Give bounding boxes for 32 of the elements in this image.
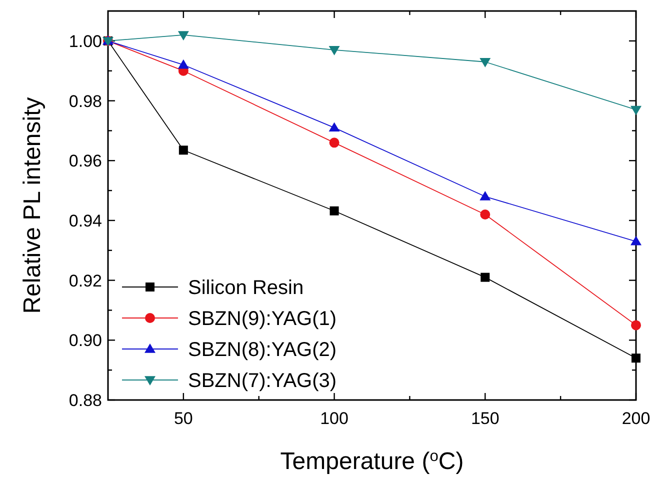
legend-label: SBZN(9):YAG(1) — [188, 308, 337, 330]
point — [329, 138, 340, 148]
point — [630, 236, 642, 246]
point — [480, 191, 491, 200]
x-tick-label: 50 — [174, 409, 193, 428]
point — [178, 59, 189, 69]
y-tick-label: 0.88 — [68, 391, 102, 410]
legend-label: SBZN(8):YAG(2) — [188, 339, 337, 361]
legend-label: Silicon Resin — [188, 277, 304, 299]
y-tick-label: 0.90 — [68, 331, 102, 350]
y-tick-label: 1.00 — [68, 32, 102, 51]
x-tick-label: 150 — [470, 409, 500, 428]
x-tick-label: 200 — [622, 409, 650, 428]
x-axis-title: Temperature ($^{o}$C) — [280, 448, 464, 475]
y-axis-title: Relative PL intensity — [19, 97, 46, 314]
y-tick-label: 0.98 — [68, 92, 102, 111]
point — [632, 354, 640, 363]
y-tick-label: 0.94 — [68, 211, 102, 230]
legend-label: SBZN(7):YAG(3) — [188, 370, 337, 392]
y-tick-label: 0.92 — [68, 271, 102, 290]
point — [480, 272, 490, 282]
point — [330, 206, 339, 216]
point — [178, 146, 188, 155]
x-tick-label: 100 — [320, 409, 348, 428]
point — [178, 31, 189, 40]
point — [328, 46, 340, 56]
point — [480, 58, 491, 68]
y-tick-label: 0.96 — [68, 152, 102, 171]
point — [630, 106, 642, 116]
point — [328, 122, 340, 132]
point — [631, 320, 641, 330]
point — [480, 209, 490, 220]
